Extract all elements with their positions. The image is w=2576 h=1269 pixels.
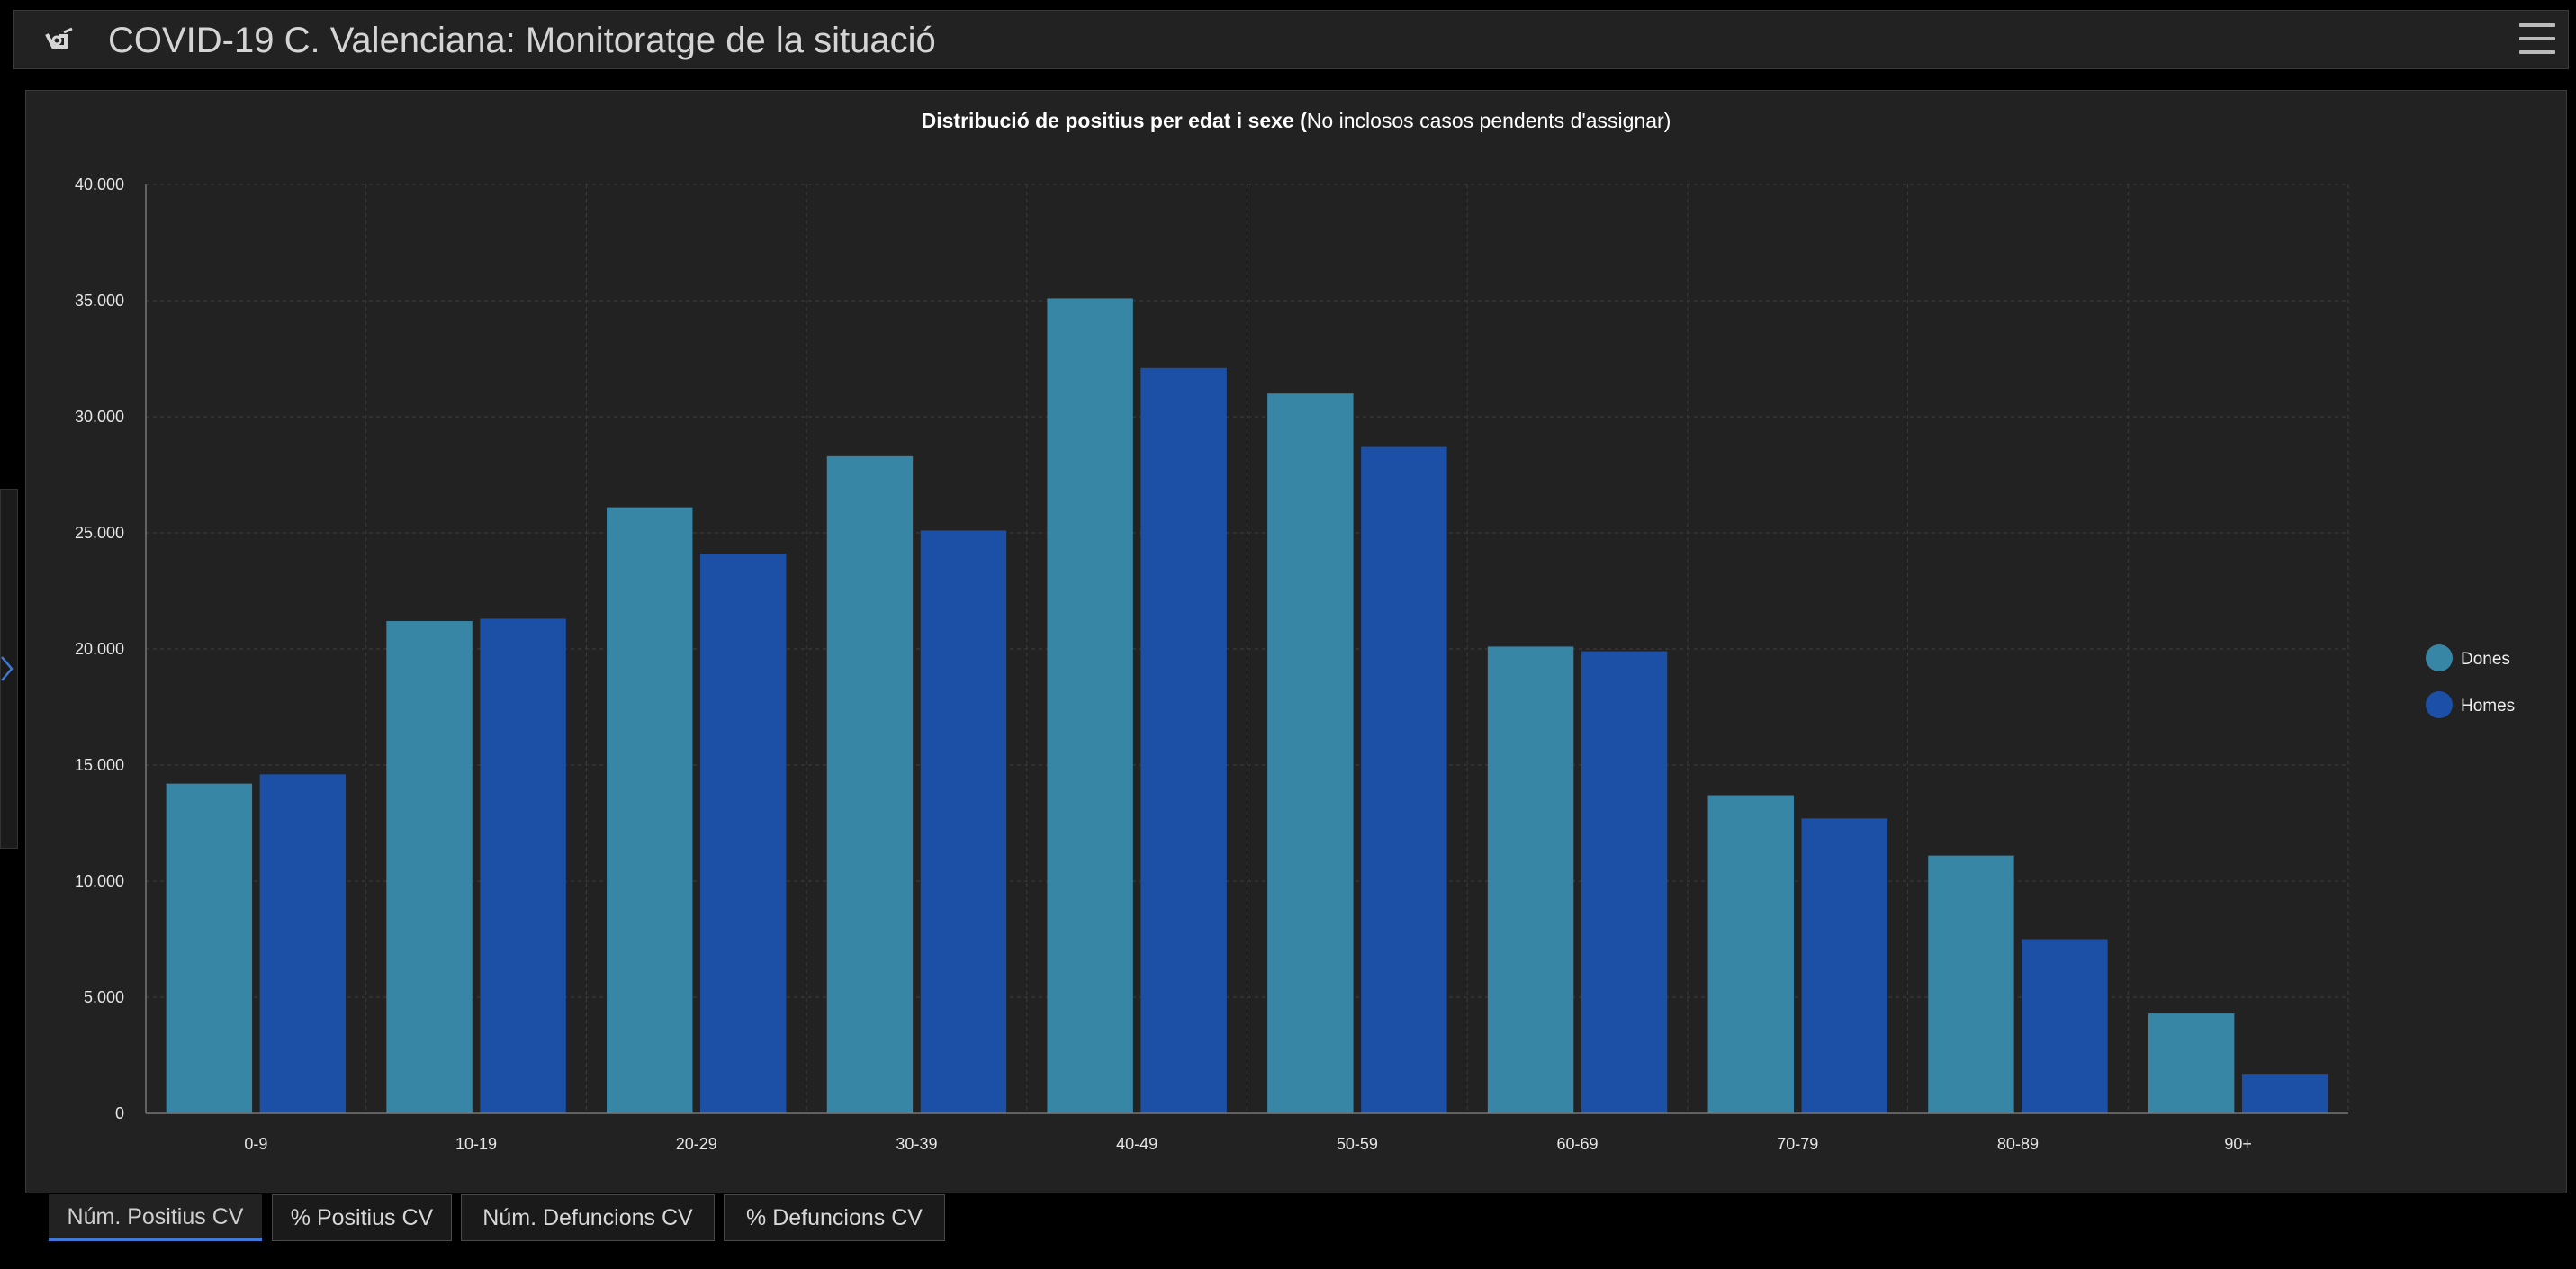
bar-chart: Distribució de positius per edat i sexe …	[75, 109, 2515, 1153]
legend-swatch-dones[interactable]	[2426, 644, 2453, 671]
chart-title: Distribució de positius per edat i sexe …	[922, 109, 1671, 132]
y-tick-label: 10.000	[75, 872, 124, 890]
bar-homes-0-9[interactable]	[259, 774, 347, 1113]
bar-homes-70-79[interactable]	[1801, 818, 1887, 1113]
x-tick-label: 60-69	[1557, 1135, 1599, 1153]
legend-label-dones[interactable]: Dones	[2461, 650, 2510, 669]
bar-dones-30-39[interactable]	[826, 455, 914, 1113]
tab-num-positius[interactable]: Núm. Positius CV	[49, 1194, 262, 1241]
x-tick-label: 30-39	[896, 1135, 937, 1153]
x-tick-label: 0-9	[244, 1135, 267, 1153]
bar-dones-80-89[interactable]	[1928, 855, 2014, 1113]
y-tick-label: 15.000	[75, 756, 124, 774]
bar-dones-50-59[interactable]	[1267, 393, 1354, 1113]
x-tick-label: 20-29	[676, 1135, 717, 1153]
tab-pct-defuncions[interactable]: % Defuncions CV	[724, 1194, 945, 1241]
x-tick-label: 90+	[2224, 1135, 2252, 1153]
bar-homes-40-49[interactable]	[1140, 367, 1227, 1113]
chart-title-note: No inclosos casos pendents d'assignar)	[1307, 109, 1671, 132]
bar-homes-50-59[interactable]	[1361, 446, 1447, 1113]
y-tick-label: 40.000	[75, 176, 124, 194]
bar-dones-90+[interactable]	[2148, 1013, 2235, 1113]
app-header: COVID-19 C. Valenciana: Monitoratge de l…	[13, 10, 2569, 69]
page-title: COVID-19 C. Valenciana: Monitoratge de l…	[108, 21, 936, 60]
x-tick-label: 80-89	[1997, 1135, 2039, 1153]
bar-homes-60-69[interactable]	[1581, 651, 1668, 1113]
bar-dones-0-9[interactable]	[166, 783, 253, 1113]
hamburger-menu-icon[interactable]	[2519, 23, 2555, 58]
gva-logo-icon	[45, 27, 73, 49]
x-tick-label: 50-59	[1337, 1135, 1378, 1153]
bar-homes-10-19[interactable]	[480, 618, 566, 1113]
x-tick-label: 10-19	[455, 1135, 497, 1153]
chart-panel: Distribució de positius per edat i sexe …	[25, 90, 2567, 1193]
side-panel-toggle[interactable]	[0, 489, 18, 849]
tab-pct-positius[interactable]: % Positius CV	[272, 1194, 452, 1241]
y-tick-label: 35.000	[75, 292, 124, 310]
bar-homes-90+[interactable]	[2241, 1074, 2328, 1113]
y-tick-label: 20.000	[75, 640, 124, 658]
tab-num-defuncions[interactable]: Núm. Defuncions CV	[461, 1194, 715, 1241]
bar-homes-80-89[interactable]	[2022, 939, 2108, 1114]
bar-homes-20-29[interactable]	[700, 554, 787, 1113]
x-tick-label: 40-49	[1116, 1135, 1157, 1153]
legend-swatch-homes[interactable]	[2426, 691, 2453, 718]
bar-dones-70-79[interactable]	[1707, 795, 1794, 1113]
y-tick-label: 5.000	[84, 988, 124, 1006]
y-tick-label: 25.000	[75, 524, 124, 542]
y-tick-label: 30.000	[75, 408, 124, 426]
bar-dones-60-69[interactable]	[1487, 646, 1574, 1113]
bar-dones-20-29[interactable]	[607, 507, 693, 1113]
bar-dones-40-49[interactable]	[1047, 298, 1133, 1113]
bar-dones-10-19[interactable]	[386, 621, 473, 1113]
chevron-right-icon	[1, 656, 14, 681]
bar-homes-30-39[interactable]	[920, 530, 1007, 1113]
legend-label-homes[interactable]: Homes	[2461, 697, 2515, 716]
chart-title-bold: Distribució de positius per edat i sexe …	[922, 109, 1308, 132]
y-tick-label: 0	[115, 1104, 124, 1122]
x-tick-label: 70-79	[1777, 1135, 1818, 1153]
